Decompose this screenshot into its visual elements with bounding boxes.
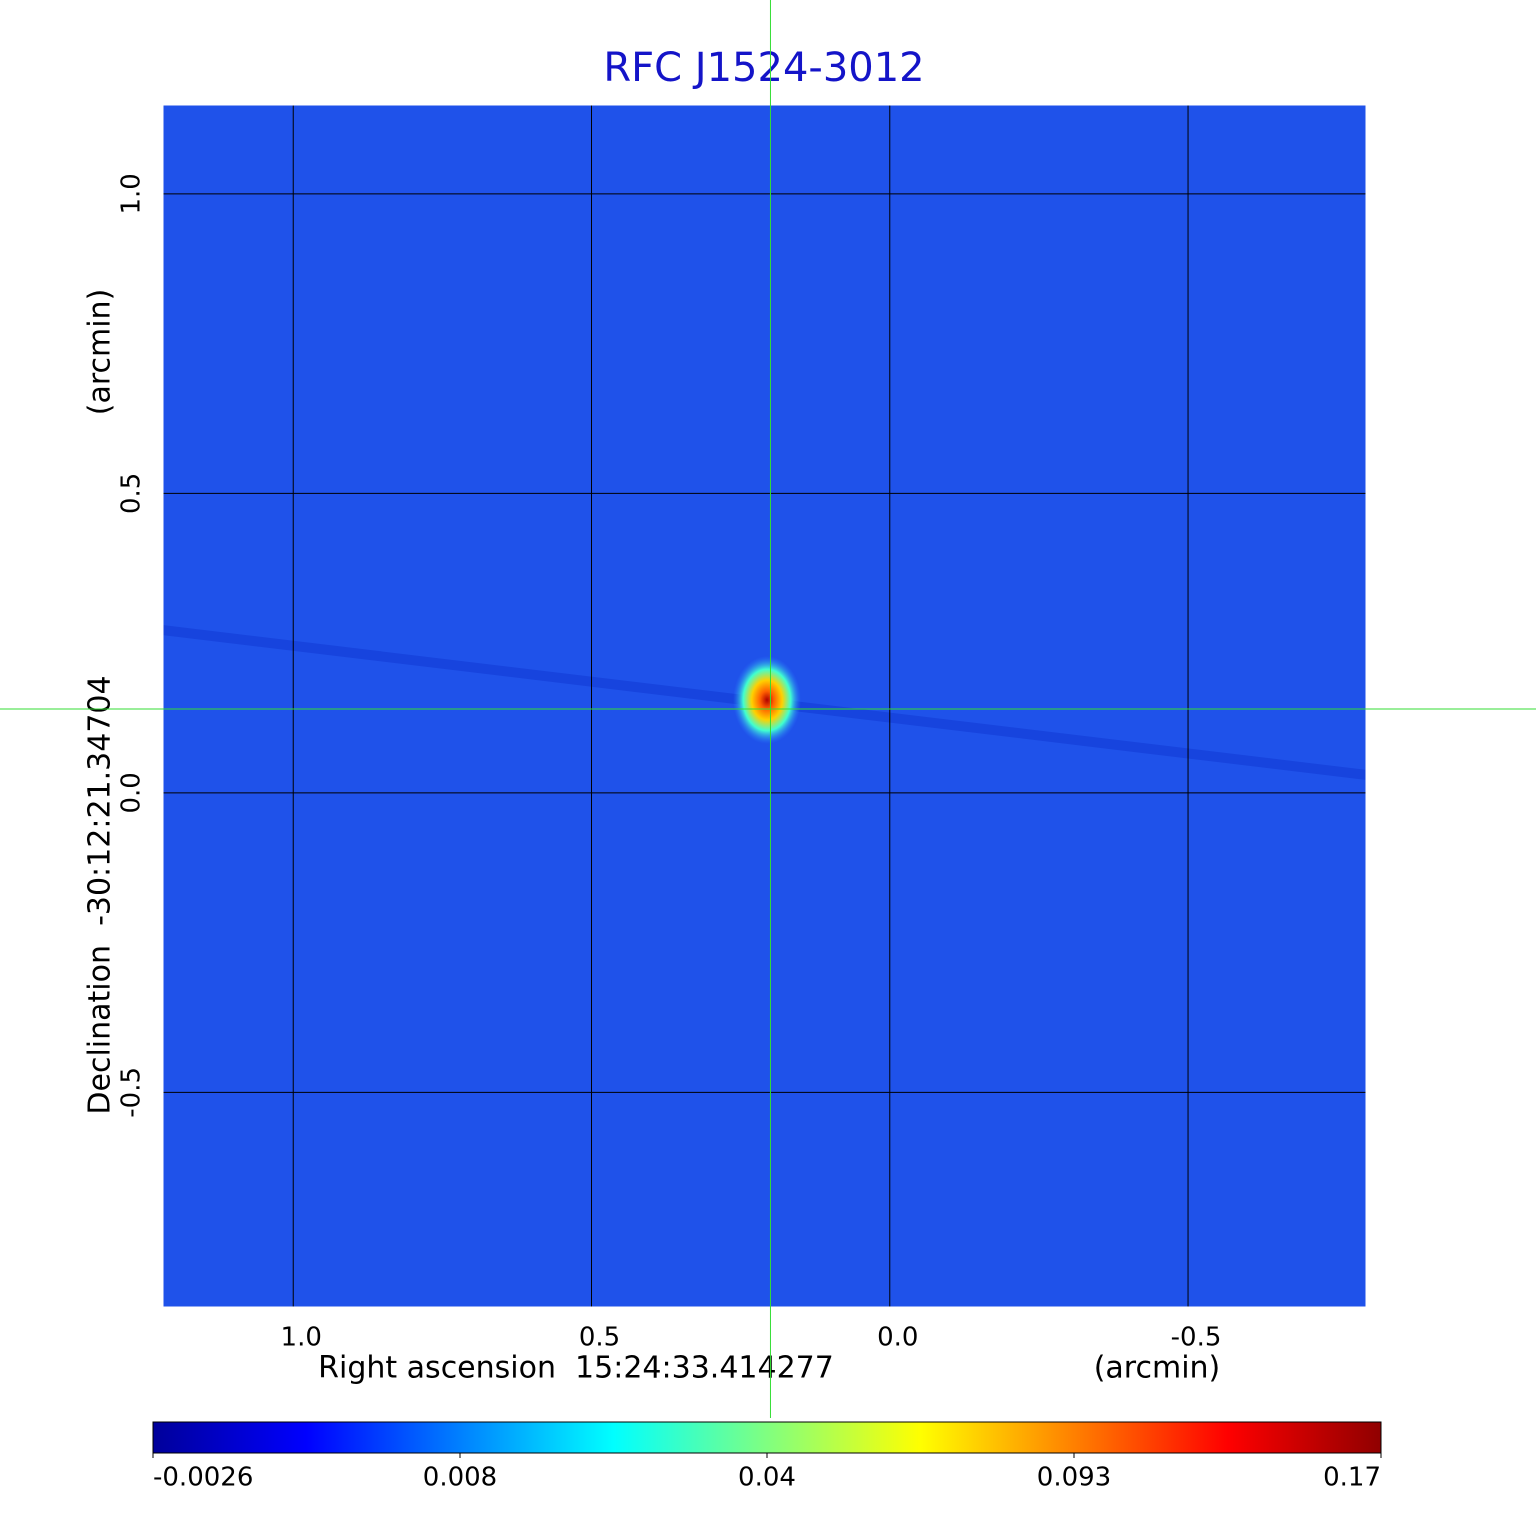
x-tick-label: 0.0 bbox=[877, 1323, 918, 1353]
plot-frame bbox=[160, 102, 1369, 1310]
x-tick-label: 0.5 bbox=[579, 1323, 620, 1353]
colorbar-tick-label: 0.04 bbox=[738, 1463, 796, 1493]
colorbar-tick-label: 0.17 bbox=[1323, 1463, 1381, 1493]
x-tick-label: 1.0 bbox=[281, 1323, 322, 1353]
x-tick-label: -0.5 bbox=[1171, 1323, 1222, 1353]
y-tick-label: -0.5 bbox=[117, 1067, 147, 1118]
y-tick-label: 0.5 bbox=[117, 473, 147, 514]
y-axis-unit: (arcmin) bbox=[83, 289, 118, 416]
y-tick-label: 0.0 bbox=[117, 772, 147, 813]
source bbox=[733, 656, 801, 744]
colorbar-tick-label: 0.008 bbox=[423, 1463, 497, 1493]
chart-title: RFC J1524-3012 bbox=[603, 45, 924, 91]
x-axis-label: Right ascension 15:24:33.414277 bbox=[318, 1351, 834, 1386]
colorbar-tick-label: 0.093 bbox=[1037, 1463, 1111, 1493]
x-axis-unit: (arcmin) bbox=[1094, 1351, 1221, 1386]
y-tick-label: 1.0 bbox=[117, 173, 147, 214]
colorbar bbox=[152, 1421, 1382, 1454]
colorbar-tick-label: -0.0026 bbox=[153, 1463, 253, 1493]
y-axis-label: Declination -30:12:21.34704 bbox=[83, 675, 118, 1114]
